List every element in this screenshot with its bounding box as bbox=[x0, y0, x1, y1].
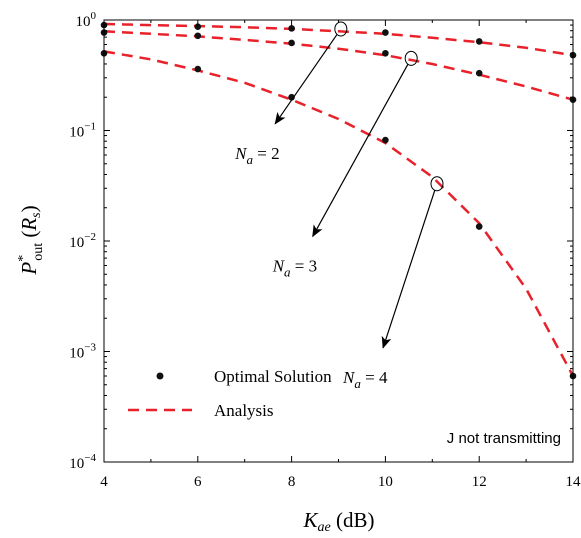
annotation-circle bbox=[430, 176, 444, 192]
optimal-point bbox=[288, 25, 295, 32]
legend-optimal-label: Optimal Solution bbox=[214, 367, 332, 386]
x-axis-label: Kae (dB) bbox=[303, 508, 375, 535]
annotation-label-3: Na = 4 bbox=[342, 368, 388, 391]
y-tick-label: 10−4 bbox=[69, 452, 96, 472]
annotation-circle bbox=[334, 21, 348, 37]
plot-frame bbox=[103, 19, 574, 463]
optimal-point bbox=[382, 29, 389, 36]
x-tick-label: 6 bbox=[194, 474, 202, 490]
axes-layer bbox=[103, 19, 574, 463]
analysis-line-series-1 bbox=[103, 22, 574, 57]
annotation-label-1: Na = 2 bbox=[234, 144, 279, 167]
legend: Optimal Solution Analysis bbox=[128, 367, 332, 420]
y-axis-label: P*out (Rs) bbox=[16, 205, 46, 275]
optimal-point bbox=[288, 39, 295, 47]
y-tick-label: 100 bbox=[76, 10, 97, 30]
x-tick-label: 14 bbox=[566, 474, 581, 490]
annotation-label-2: Na = 3 bbox=[272, 256, 317, 279]
optimal-point bbox=[194, 32, 202, 40]
x-tick-label: 12 bbox=[472, 474, 487, 490]
y-tick-labels: 100 10−1 10−2 10−3 10−4 bbox=[69, 10, 96, 472]
optimal-point bbox=[288, 93, 295, 101]
x-tick-label: 10 bbox=[378, 474, 393, 490]
x-tick-labels: 4 6 8 10 12 14 bbox=[100, 474, 581, 490]
x-tick-label: 4 bbox=[100, 474, 108, 490]
analysis-line-series-3 bbox=[103, 50, 575, 377]
optimal-point bbox=[475, 38, 483, 45]
annotation-arrow bbox=[312, 64, 409, 238]
condition-note: J not transmitting bbox=[447, 430, 561, 447]
optimal-point bbox=[382, 136, 389, 144]
optimal-point bbox=[475, 69, 483, 77]
optimal-point bbox=[194, 23, 202, 30]
optimal-point bbox=[475, 223, 483, 230]
y-tick-label: 10−1 bbox=[69, 121, 96, 141]
y-tick-label: 10−2 bbox=[69, 231, 96, 251]
annotation-arrow bbox=[381, 190, 436, 349]
optimal-point bbox=[194, 65, 202, 73]
series-layer bbox=[100, 21, 577, 380]
legend-optimal-marker bbox=[156, 372, 164, 380]
legend-analysis-label: Analysis bbox=[214, 401, 274, 420]
annotation-arrow bbox=[274, 34, 338, 125]
annotation-circle bbox=[404, 50, 418, 66]
y-tick-label: 10−3 bbox=[69, 342, 96, 362]
annotation-layer: Na = 2 Na = 3 Na = 4 bbox=[234, 21, 444, 391]
x-tick-label: 8 bbox=[288, 474, 296, 490]
optimal-point bbox=[382, 49, 389, 57]
analysis-line-series-2 bbox=[103, 30, 574, 101]
